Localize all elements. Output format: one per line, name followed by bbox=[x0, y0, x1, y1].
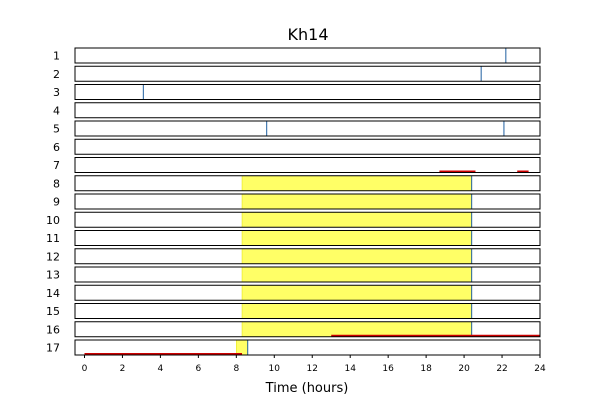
activity-fill bbox=[241, 230, 472, 246]
x-tick-label: 10 bbox=[269, 364, 281, 374]
x-tick-label: 20 bbox=[458, 364, 470, 374]
row-14: 14 bbox=[46, 284, 541, 301]
row-frame bbox=[74, 138, 541, 155]
row-13: 13 bbox=[46, 266, 541, 283]
row-frame bbox=[74, 120, 541, 137]
row-6: 6 bbox=[53, 138, 541, 155]
row-label: 9 bbox=[53, 196, 60, 209]
activity-fill bbox=[241, 193, 472, 210]
row-label: 17 bbox=[46, 342, 60, 355]
row-label: 8 bbox=[53, 177, 60, 190]
row-frame bbox=[74, 248, 541, 265]
row-frame bbox=[74, 321, 541, 338]
x-tick-label: 2 bbox=[120, 364, 126, 374]
row-12: 12 bbox=[46, 248, 541, 265]
row-label: 13 bbox=[46, 269, 60, 282]
x-tick-label: 18 bbox=[420, 364, 432, 374]
row-16: 16 bbox=[46, 321, 541, 338]
row-10: 10 bbox=[46, 211, 541, 228]
row-label: 4 bbox=[53, 104, 60, 117]
x-tick-label: 8 bbox=[233, 364, 239, 374]
row-1: 1 bbox=[53, 47, 541, 64]
row-label: 14 bbox=[46, 287, 60, 300]
activity-fill bbox=[236, 339, 248, 356]
row-8: 8 bbox=[53, 175, 541, 192]
x-tick-label: 4 bbox=[158, 364, 164, 374]
x-tick-label: 24 bbox=[534, 364, 546, 374]
x-tick-label: 16 bbox=[382, 364, 394, 374]
x-tick-label: 14 bbox=[344, 364, 356, 374]
row-frame bbox=[74, 84, 541, 100]
activity-fill bbox=[241, 248, 472, 264]
row-frame bbox=[74, 193, 541, 210]
row-7: 7 bbox=[53, 157, 541, 173]
row-label: 5 bbox=[53, 123, 60, 136]
x-tick-label: 6 bbox=[196, 364, 202, 374]
row-label: 10 bbox=[46, 214, 60, 227]
x-tick-label: 0 bbox=[82, 364, 88, 374]
row-label: 16 bbox=[46, 323, 60, 336]
x-tick-label: 22 bbox=[496, 364, 507, 374]
x-tick-label: 12 bbox=[307, 364, 318, 374]
row-label: 3 bbox=[53, 86, 60, 99]
row-label: 6 bbox=[53, 141, 60, 154]
activity-fill bbox=[241, 212, 472, 228]
row-2: 2 bbox=[53, 65, 541, 82]
x-axis-label: Time (hours) bbox=[265, 381, 349, 396]
row-frame bbox=[74, 157, 541, 173]
row-frame bbox=[74, 211, 541, 228]
row-frame bbox=[74, 102, 541, 119]
row-frame bbox=[74, 303, 541, 319]
row-frame bbox=[74, 339, 541, 356]
activity-fill bbox=[241, 285, 472, 301]
row-9: 9 bbox=[53, 193, 541, 210]
row-11: 11 bbox=[46, 230, 541, 246]
row-17: 17 bbox=[46, 339, 541, 356]
row-label: 7 bbox=[53, 159, 60, 172]
row-frame bbox=[74, 266, 541, 283]
row-3: 3 bbox=[53, 84, 541, 100]
row-5: 5 bbox=[53, 120, 541, 137]
chart-title: Kh14 bbox=[288, 25, 329, 44]
row-frame bbox=[74, 47, 541, 64]
activity-fill bbox=[241, 266, 472, 283]
row-label: 1 bbox=[53, 50, 60, 63]
row-label: 2 bbox=[53, 68, 60, 81]
row-label: 15 bbox=[46, 305, 60, 318]
row-frame bbox=[74, 175, 541, 192]
row-label: 12 bbox=[46, 250, 60, 263]
row-4: 4 bbox=[53, 102, 541, 119]
row-frame bbox=[74, 65, 541, 82]
row-15: 15 bbox=[46, 303, 541, 319]
row-label: 11 bbox=[46, 232, 60, 245]
activity-fill bbox=[241, 321, 472, 337]
row-frame bbox=[74, 230, 541, 246]
row-frame bbox=[74, 284, 541, 301]
activity-fill bbox=[241, 175, 472, 191]
activity-fill bbox=[241, 303, 472, 319]
x-axis-ticks: 0 2 4 6 8 10 12 14 16 18 20 22 24 bbox=[82, 355, 546, 374]
